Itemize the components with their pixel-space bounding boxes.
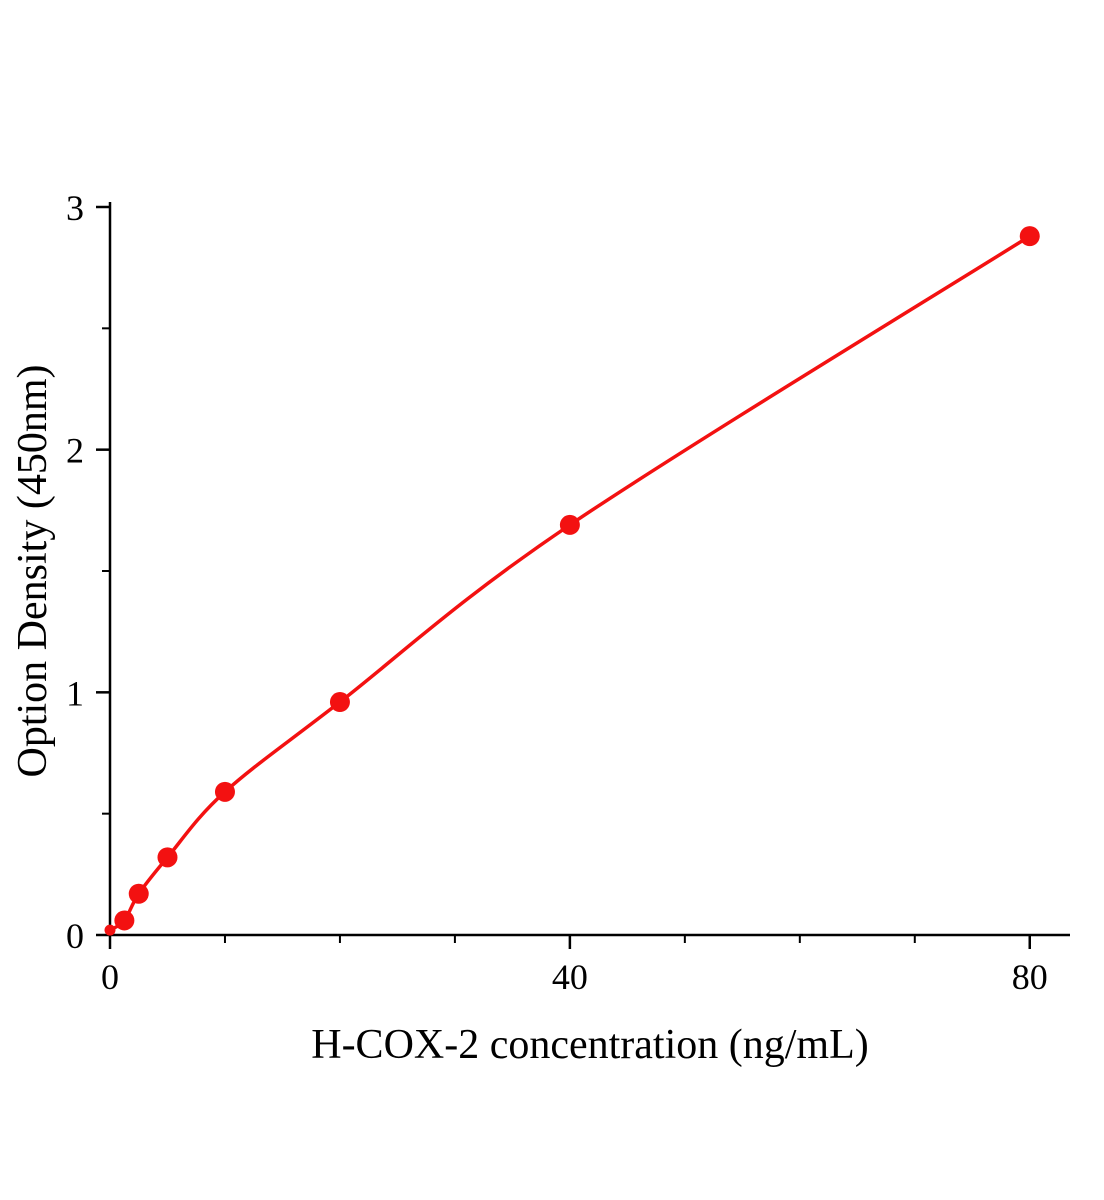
y-axis-title: Option Density (450nm) [10,365,56,778]
data-point-marker [214,781,235,802]
standard-curve-line [108,234,1032,932]
data-point-marker [559,514,580,535]
data-point-marker [329,692,350,713]
data-point-marker [157,847,178,868]
data-point-marker [128,883,149,904]
data-point-marker [1019,226,1040,247]
x-tick-label: 0 [101,957,119,997]
axes-frame [108,202,1070,937]
data-point-marker [104,924,116,936]
x-axis-title: H-COX-2 concentration (ng/mL) [311,1022,869,1068]
plot-layer: 0 40 80 0 1 2 3 [66,188,1070,997]
y-tick-label: 0 [66,916,84,956]
y-tick-label: 3 [66,188,84,228]
x-tick-label: 80 [1012,957,1048,997]
y-tick-label: 1 [66,673,84,713]
data-point-marker [114,910,135,931]
y-tick-label: 2 [66,431,84,471]
x-tick-label: 40 [552,957,588,997]
